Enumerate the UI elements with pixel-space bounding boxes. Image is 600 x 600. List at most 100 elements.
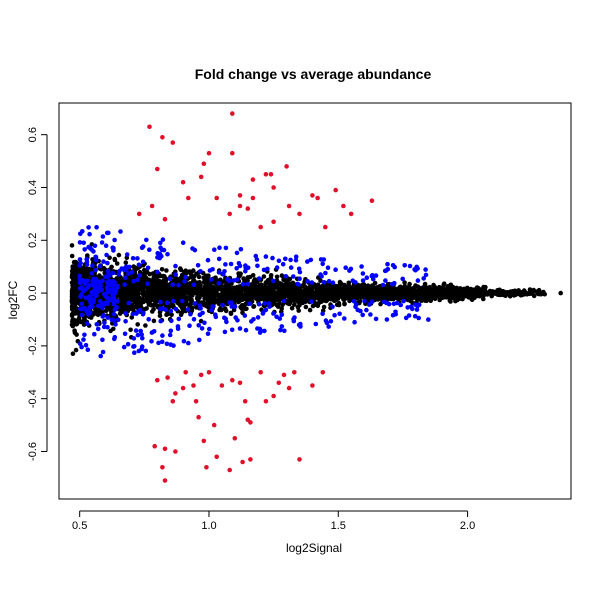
data-point — [217, 292, 222, 298]
data-point — [537, 290, 543, 296]
data-point — [131, 278, 136, 284]
data-point — [105, 260, 110, 266]
data-point — [103, 308, 109, 314]
data-point — [436, 290, 442, 296]
data-point — [206, 370, 212, 375]
data-point — [90, 257, 95, 262]
data-point — [258, 370, 264, 375]
data-point — [286, 385, 292, 391]
data-point — [295, 304, 301, 310]
data-point — [331, 286, 337, 292]
data-point — [222, 306, 228, 311]
data-point — [214, 195, 219, 201]
data-point — [437, 286, 443, 292]
data-point — [150, 309, 155, 314]
data-point — [267, 280, 273, 285]
data-point — [229, 290, 235, 295]
data-point — [323, 284, 329, 289]
data-point — [154, 303, 160, 308]
y-tick-label: 0.4 — [27, 180, 39, 195]
data-point — [202, 285, 207, 291]
points-layer — [69, 111, 563, 483]
data-point — [245, 295, 250, 300]
data-point — [74, 321, 80, 327]
data-point — [420, 287, 425, 293]
data-point — [325, 265, 331, 271]
y-tick-label: -0.4 — [27, 389, 39, 408]
data-point — [123, 264, 129, 270]
data-point — [193, 399, 199, 404]
x-tick-label: 0.5 — [72, 520, 87, 532]
data-point — [200, 310, 205, 316]
data-point — [140, 311, 146, 317]
data-point — [162, 478, 168, 483]
data-point — [130, 311, 136, 317]
data-point — [199, 326, 205, 331]
data-point — [408, 304, 414, 310]
data-point — [81, 337, 86, 342]
data-point — [79, 306, 84, 312]
data-point — [110, 245, 115, 250]
data-point — [78, 319, 84, 325]
data-point — [317, 288, 322, 294]
data-point — [333, 267, 338, 273]
data-point — [191, 282, 197, 288]
data-point — [126, 300, 132, 306]
data-point — [368, 312, 373, 317]
data-point — [404, 296, 410, 301]
data-point — [89, 271, 95, 276]
data-point — [279, 312, 285, 318]
data-point — [310, 383, 315, 388]
data-point — [92, 243, 98, 249]
data-point — [147, 247, 152, 252]
data-point — [370, 273, 375, 278]
data-point — [271, 185, 276, 190]
data-point — [204, 465, 209, 470]
data-point — [93, 254, 98, 260]
data-point — [180, 179, 186, 185]
data-point — [216, 256, 222, 262]
data-point — [198, 287, 204, 293]
data-point — [107, 278, 112, 284]
data-point — [159, 267, 165, 272]
data-point — [130, 255, 136, 261]
data-point — [468, 291, 474, 297]
data-point — [255, 263, 260, 269]
data-point — [100, 305, 105, 311]
data-point — [112, 237, 117, 243]
data-point — [392, 280, 397, 286]
data-point — [283, 256, 288, 262]
data-point — [222, 269, 227, 274]
data-point — [527, 287, 533, 292]
data-point — [164, 268, 169, 273]
data-point — [140, 259, 146, 265]
data-point — [196, 274, 202, 280]
data-point — [112, 256, 118, 262]
data-point — [415, 284, 421, 290]
data-point — [180, 288, 185, 293]
data-point — [210, 304, 215, 309]
data-point — [169, 318, 174, 324]
data-point — [279, 324, 285, 329]
data-point — [180, 298, 185, 304]
data-point — [173, 449, 178, 454]
data-point — [387, 285, 393, 290]
data-point — [149, 330, 155, 335]
data-point — [155, 166, 160, 172]
data-point — [70, 292, 76, 298]
data-point — [123, 319, 128, 324]
data-point — [385, 292, 391, 298]
data-point — [267, 295, 273, 301]
plot-frame — [58, 102, 572, 500]
data-point — [404, 285, 410, 290]
data-point — [372, 286, 377, 291]
data-point — [162, 291, 167, 297]
data-point — [84, 278, 90, 284]
data-point — [391, 296, 396, 302]
data-point — [232, 285, 237, 291]
data-point — [402, 280, 407, 285]
data-point — [376, 291, 381, 297]
data-point — [381, 299, 387, 305]
data-point — [230, 377, 235, 383]
data-point — [175, 324, 181, 329]
